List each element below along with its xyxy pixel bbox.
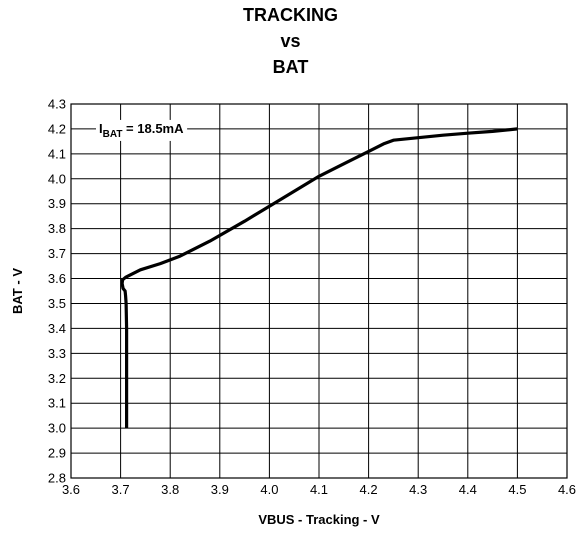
chart-title-line-1: TRACKING xyxy=(243,5,338,25)
y-tick-label: 3.5 xyxy=(48,296,66,311)
y-tick-label: 3.3 xyxy=(48,346,66,361)
series-group xyxy=(120,127,518,429)
y-tick-label: 3.8 xyxy=(48,221,66,236)
y-tick-label: 2.8 xyxy=(48,471,66,486)
x-tick-label: 4.0 xyxy=(260,482,278,497)
y-tick-label: 4.2 xyxy=(48,121,66,136)
x-axis-label: VBUS - Tracking - V xyxy=(258,512,380,527)
y-tick-label: 4.0 xyxy=(48,171,66,186)
y-tick-label: 3.6 xyxy=(48,271,66,286)
annotation-main: I xyxy=(99,121,103,136)
grid xyxy=(70,103,568,479)
annotation-text: IBAT = 18.5mA xyxy=(99,121,184,140)
x-tick-label: 4.1 xyxy=(310,482,328,497)
y-tick-label: 2.9 xyxy=(48,446,66,461)
y-tick-label: 3.7 xyxy=(48,246,66,261)
y-axis-label: BAT - V xyxy=(10,268,25,314)
y-tick-label: 3.0 xyxy=(48,421,66,436)
y-tick-label: 3.9 xyxy=(48,196,66,211)
annotation-subscript: BAT xyxy=(103,129,123,140)
y-tick-label: 4.3 xyxy=(48,97,66,112)
x-tick-label: 4.4 xyxy=(459,482,477,497)
x-tick-label: 3.9 xyxy=(211,482,229,497)
y-tick-label: 3.4 xyxy=(48,321,66,336)
x-tick-label: 4.3 xyxy=(409,482,427,497)
plot-frame xyxy=(70,103,568,479)
x-tick-label: 4.2 xyxy=(360,482,378,497)
series-line xyxy=(120,127,518,429)
annotation-rest: = 18.5mA xyxy=(122,121,184,136)
y-tick-label: 4.1 xyxy=(48,146,66,161)
chart-title-line-2: vs xyxy=(280,31,301,51)
chart-title-line-3: BAT xyxy=(272,57,309,77)
x-tick-label: 3.7 xyxy=(112,482,130,497)
y-tick-label: 3.2 xyxy=(48,371,66,386)
x-tick-label: 3.6 xyxy=(62,482,80,497)
tick-labels: 3.6 3.7 3.8 3.9 4.0 4.1 4.2 4.3 4.4 4.5 4.6 2.8 2.9 3… xyxy=(48,97,576,498)
x-tick-label: 4.6 xyxy=(558,482,576,497)
x-tick-label: 3.8 xyxy=(161,482,179,497)
annotation-background xyxy=(96,119,188,141)
y-tick-label: 3.1 xyxy=(48,396,66,411)
annotation: IBAT = 18.5mA xyxy=(96,119,188,141)
x-tick-label: 4.5 xyxy=(508,482,526,497)
